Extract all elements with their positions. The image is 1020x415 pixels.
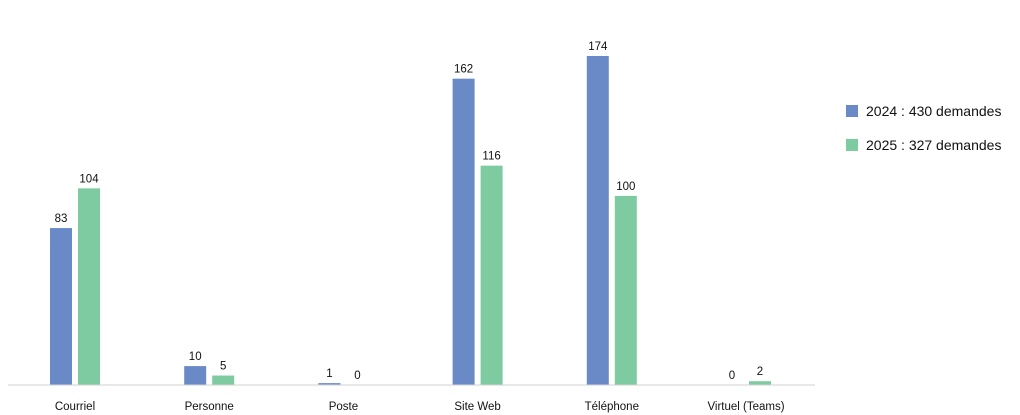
- bar-poste-s1: [318, 383, 341, 385]
- value-label-personne-s1: 10: [189, 351, 202, 363]
- bar-t-l-phone-s2: [614, 195, 637, 385]
- bar-personne-s2: [212, 375, 235, 385]
- bar-virtuel-teams-s2: [749, 381, 771, 385]
- category-label-personne: Personne: [185, 401, 234, 413]
- value-label-courriel-s1: 83: [55, 213, 68, 225]
- legend-item-2024: 2024 : 430 demandes: [846, 100, 1001, 122]
- value-label-poste-s2: 0: [354, 370, 360, 382]
- bar-t-l-phone-s1: [586, 56, 609, 385]
- value-label-virtuel-teams-s1: 0: [729, 370, 735, 382]
- legend-label-2024: 2024 : 430 demandes: [866, 103, 1002, 119]
- value-label-personne-s2: 5: [220, 361, 226, 373]
- value-label-virtuel-teams-s2: 2: [757, 366, 763, 378]
- value-label-site-web-s1: 162: [454, 64, 473, 76]
- legend-item-2025: 2025 : 327 demandes: [846, 134, 1001, 156]
- value-label-site-web-s2: 116: [482, 151, 500, 163]
- value-label-poste-s1: 1: [326, 368, 332, 380]
- bar-personne-s1: [184, 366, 207, 385]
- category-label-site-web: Site Web: [454, 401, 500, 413]
- value-label-t-l-phone-s2: 100: [616, 181, 635, 193]
- category-label-courriel: Courriel: [55, 401, 95, 413]
- category-label-poste: Poste: [329, 401, 358, 413]
- category-labels-layer: Courriel Personne Poste Site Web Téléphone Vi…: [55, 401, 785, 413]
- legend: 2024 : 430 demandes 2025 : 327 demandes: [846, 100, 1001, 168]
- category-label-virtuel-teams: Virtuel (Teams): [707, 401, 784, 413]
- bars-layer: [50, 56, 771, 386]
- value-label-t-l-phone-s1: 174: [588, 41, 608, 53]
- legend-label-2025: 2025 : 327 demandes: [866, 137, 1002, 153]
- bar-courriel-s2: [78, 188, 100, 385]
- category-label-t-l-phone: Téléphone: [585, 401, 639, 413]
- bar-site-web-s1: [452, 78, 475, 386]
- legend-swatch-2024: [846, 105, 858, 117]
- bar-site-web-s2: [480, 165, 503, 385]
- value-label-courriel-s2: 104: [79, 173, 99, 185]
- bar-courriel-s1: [50, 228, 72, 385]
- legend-swatch-2025: [846, 139, 858, 151]
